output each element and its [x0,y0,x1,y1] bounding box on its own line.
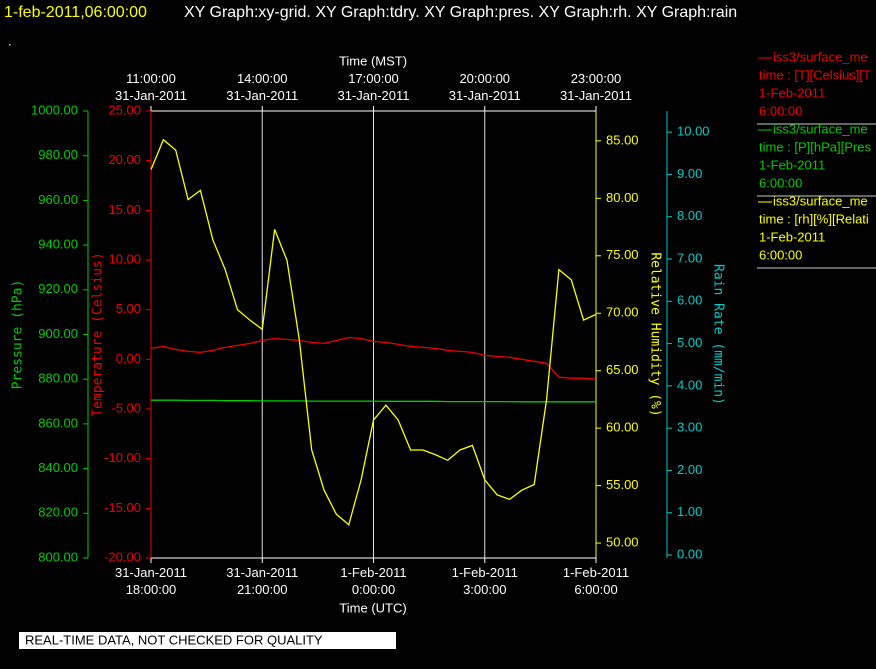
y-tick-label: 65.00 [606,362,639,377]
y-tick-label: 9.00 [677,166,702,181]
y-tick-label: 2.00 [677,462,702,477]
y-axis-title: Temperature (Celsius) [91,252,106,416]
y-tick-label: -15.00 [104,500,141,515]
x2-tick-label: 14:00:00 31-Jan-2011 [226,71,298,103]
x-tick-label-line: 21:00:00 [237,582,288,597]
legend-text: 6:00:00 [759,175,802,190]
x-tick-label-line: 18:00:00 [126,582,177,597]
x2-tick-label-line: 31-Jan-2011 [337,88,409,103]
y-tick-label: -5.00 [111,400,141,415]
y-tick-label: 860.00 [38,415,78,430]
y-tick-label: 20.00 [108,152,141,167]
x2-tick-label-line: 17:00:00 [348,71,399,86]
y-axis-title: Pressure (hPa) [11,280,26,390]
chart-title: XY Graph:xy-grid. XY Graph:tdry. XY Grap… [184,4,737,21]
y-tick-label: 920.00 [38,281,78,296]
x-axis-title: Time (UTC) [339,600,406,615]
y-tick-label: 880.00 [38,371,78,386]
y-tick-label: 1000.00 [31,102,78,117]
x2-tick-label-line: 14:00:00 [237,71,288,86]
x2-tick-label-line: 31-Jan-2011 [115,88,187,103]
y-tick-label: 840.00 [38,460,78,475]
legend-text: 6:00:00 [759,103,802,118]
x2-axis-title: Time (MST) [339,53,407,68]
x-tick-label-line: 31-Jan-2011 [226,565,298,580]
x-tick-label-line: 1-Feb-2011 [340,565,406,580]
y-tick-label: 0.00 [677,546,702,561]
x-tick-label-line: 3:00:00 [463,582,506,597]
subtitle: . [8,33,12,48]
data-line [150,336,597,380]
x2-tick-label-line: 31-Jan-2011 [449,88,521,103]
y-tick-label: -20.00 [104,549,141,564]
y-tick-label: 7.00 [677,250,702,265]
y-tick-label: 50.00 [606,534,639,549]
legend-name: iss3/surface_me [773,193,868,208]
x2-tick-label: 23:00:00 31-Jan-2011 [560,71,632,103]
x-tick-label-line: 31-Jan-2011 [115,565,187,580]
footer: REAL-TIME DATA, NOT CHECKED FOR QUALITY [25,632,323,647]
y-axis-title: Rain Rate (mm/min) [711,264,726,405]
y-tick-label: 15.00 [108,202,141,217]
legend-text: time : [rh][%][Relati [759,211,869,226]
x2-tick-label: 20:00:00 31-Jan-2011 [449,71,521,103]
y-tick-label: 80.00 [606,190,639,205]
y-tick-label: 900.00 [38,326,78,341]
y-tick-label: 6.00 [677,293,702,308]
x-tick-label-line: 6:00:00 [574,582,617,597]
legend-name: iss3/surface_me [773,49,868,64]
y-tick-label: 85.00 [606,132,639,147]
y-tick-label: 980.00 [38,147,78,162]
legend-text: 1-Feb-2011 [759,229,825,244]
data-line [151,399,596,403]
y-tick-label: 0.00 [116,351,141,366]
x-tick-label-line: 1-Feb-2011 [452,565,518,580]
x2-tick-label: 11:00:00 31-Jan-2011 [115,71,187,103]
y-tick-label: 10.00 [677,124,710,139]
legend-text: 6:00:00 [759,247,802,262]
y-tick-label: 4.00 [677,377,702,392]
legend-text: 1-Feb-2011 [759,157,825,172]
y-tick-label: 960.00 [38,192,78,207]
y-tick-label: 60.00 [606,420,639,435]
x2-tick-label-line: 31-Jan-2011 [560,88,632,103]
y-tick-label: 5.00 [677,335,702,350]
y-tick-label: 70.00 [606,305,639,320]
y-tick-label: 1.00 [677,504,702,519]
x2-tick-label-line: 23:00:00 [571,71,622,86]
x-tick-label: 31-Jan-2011 21:00:00 [226,565,298,597]
title-time: 1-feb-2011,06:00:00 [4,4,147,21]
y-tick-label: 75.00 [606,247,639,262]
legend-text: time : [P][hPa][Pres [759,139,871,154]
y-tick-label: 5.00 [116,301,141,316]
y-tick-label: 800.00 [38,549,78,564]
x2-tick-label-line: 20:00:00 [459,71,510,86]
x2-tick-label: 17:00:00 31-Jan-2011 [337,71,409,103]
y-tick-label: 820.00 [38,505,78,520]
y-tick-label: 3.00 [677,420,702,435]
x-tick-label: 1-Feb-2011 0:00:00 [340,565,406,597]
x2-tick-label-line: 31-Jan-2011 [226,88,298,103]
x2-tick-label-line: 11:00:00 [126,71,176,86]
y-tick-label: 55.00 [606,477,639,492]
x-tick-label: 1-Feb-2011 6:00:00 [563,565,629,597]
y-tick-label: 25.00 [108,102,141,117]
y-tick-label: 8.00 [677,208,702,223]
legend-name: iss3/surface_me [773,121,868,136]
x-tick-label-line: 1-Feb-2011 [563,565,629,580]
y-axis-title: Relative Humidity (%) [648,252,663,416]
legend-text: 1-Feb-2011 [759,85,825,100]
legend-text: time : [T][Celsius][T [759,67,871,82]
data-line [150,138,597,526]
footer-box [19,632,396,649]
x-tick-label: 1-Feb-2011 3:00:00 [452,565,518,597]
x-tick-label: 31-Jan-2011 18:00:00 [115,565,187,597]
x-tick-label-line: 0:00:00 [352,582,395,597]
y-tick-label: -10.00 [104,450,141,465]
y-tick-label: 10.00 [108,251,141,266]
y-tick-label: 940.00 [38,237,78,252]
